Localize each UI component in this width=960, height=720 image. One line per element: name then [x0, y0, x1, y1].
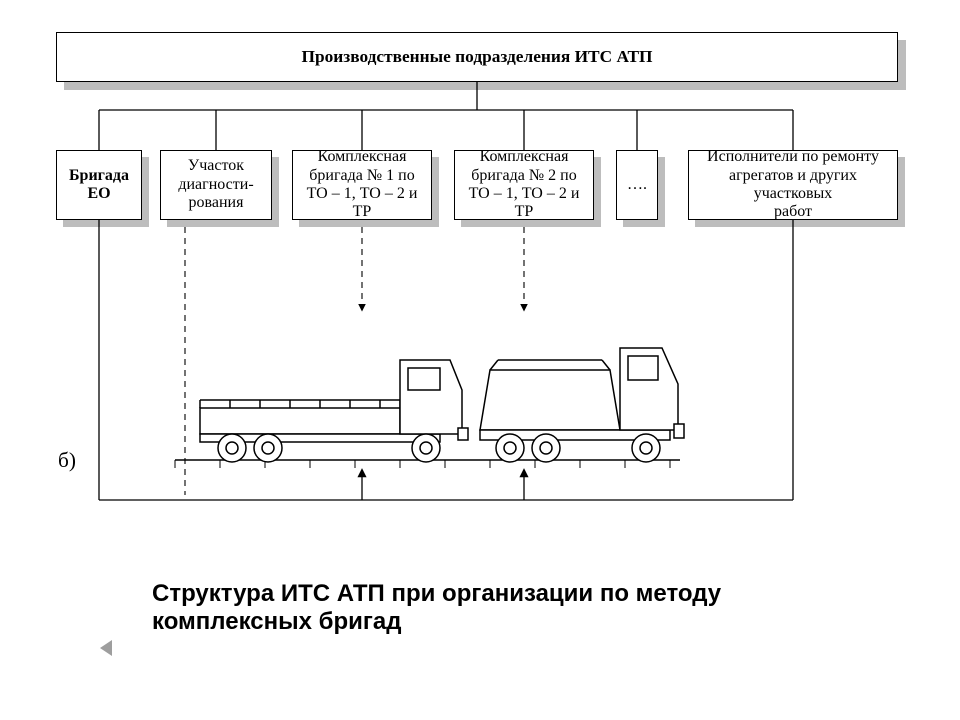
b4-box: Комплексная бригада № 2 по ТО – 1, ТО – … — [454, 150, 594, 220]
dashed-drops — [185, 227, 524, 495]
b5-box: …. — [616, 150, 658, 220]
b3-label: Комплексная бригада № 1 по ТО – 1, ТО – … — [297, 148, 427, 222]
b6-box: Исполнители по ремонту агрегатов и други… — [688, 150, 898, 220]
b5-label: …. — [627, 176, 647, 194]
truck-flatbed-icon — [200, 360, 468, 462]
caption-line-1: Структура ИТС АТП при организации по мет… — [152, 580, 721, 608]
b1-label: Бригада ЕО — [69, 167, 129, 204]
truck-dump-icon — [480, 348, 684, 462]
b2-box: Участок диагности- рования — [160, 150, 272, 220]
b6-label: Исполнители по ремонту агрегатов и други… — [693, 148, 893, 222]
feedback-lines — [99, 220, 793, 500]
side-label-text: б) — [58, 448, 76, 472]
top-box: Производственные подразделения ИТС АТП — [56, 32, 898, 82]
top-box-label: Производственные подразделения ИТС АТП — [302, 47, 653, 67]
side-label: б) — [58, 448, 76, 473]
caption: Структура ИТС АТП при организации по мет… — [152, 580, 721, 636]
b4-label: Комплексная бригада № 2 по ТО – 1, ТО – … — [459, 148, 589, 222]
marker-icon — [100, 640, 112, 656]
b3-box: Комплексная бригада № 1 по ТО – 1, ТО – … — [292, 150, 432, 220]
connector-lines — [99, 82, 793, 150]
b1-box: Бригада ЕО — [56, 150, 142, 220]
b2-label: Участок диагности- рования — [178, 157, 253, 212]
caption-line-2: комплексных бригад — [152, 608, 721, 636]
